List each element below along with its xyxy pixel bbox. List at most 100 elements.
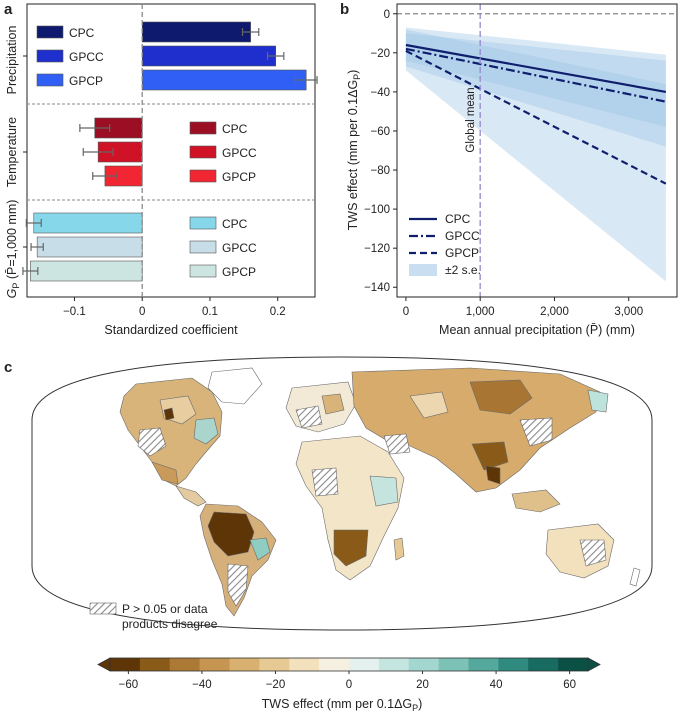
- panel-a-xtick-label: 0.2: [270, 306, 286, 318]
- legend-label: CPC: [222, 217, 248, 231]
- legend-swatch-2-1: [189, 240, 217, 254]
- legend-band-swatch: [409, 264, 437, 276]
- colorbar-cell: [378, 658, 410, 671]
- panel-a-label: a: [4, 1, 13, 18]
- bar-0-gpcc: [141, 45, 276, 67]
- panel-b-xtick-label: 1,000: [466, 306, 495, 318]
- ylabel-close: ): [346, 70, 360, 74]
- colorbar-label-close: ): [418, 697, 422, 711]
- legend-label-cpc: CPC: [445, 212, 471, 226]
- east-europe-region: [321, 393, 345, 415]
- legend-swatch-2-2: [189, 264, 217, 278]
- panel-b-xlabel: Mean annual precipitation (P̄) (mm): [439, 323, 635, 337]
- legend-label-gpcp: GPCP: [445, 246, 479, 260]
- panel-a-xtick-label: 0.1: [202, 306, 218, 318]
- panel-b-chart: Global mean 0 1,000 2,000 3,000 0 −20 −40 −60 −8…: [346, 3, 678, 337]
- gp-prefix: G: [5, 288, 19, 298]
- legend-label: GPCC: [69, 50, 104, 64]
- colorbar-cell: [468, 658, 499, 671]
- madagascar-region: [393, 537, 405, 561]
- panel-b-ytick-label: −60: [370, 126, 390, 138]
- hatch-legend-line2: products disagree: [122, 617, 218, 631]
- map-land: [119, 367, 641, 617]
- band-cpc: [405, 27, 666, 128]
- colorbar-cell: [528, 658, 559, 671]
- bar-0-cpc: [141, 21, 251, 43]
- north-america-region: [119, 377, 223, 487]
- sa-south-hatched: [227, 563, 249, 607]
- india-dark-region: [485, 465, 501, 485]
- legend-swatch-2-0: [189, 216, 217, 230]
- panel-b-ytick-label: −100: [364, 204, 390, 216]
- australia-hatched: [579, 539, 607, 567]
- amazon-region: [207, 511, 255, 557]
- northeast-na-region: [193, 417, 219, 445]
- southern-africa-region: [333, 529, 369, 567]
- ylabel-main: TWS effect (mm per 0.1ΔG: [346, 80, 360, 231]
- hatch-legend-swatch: [89, 602, 117, 615]
- legend-label: GPCP: [69, 74, 103, 88]
- gp-suffix: (P̄=1,000 mm): [5, 200, 19, 283]
- panel-b-ytick-label: −80: [370, 165, 390, 177]
- panel-b-xtick-label: 2,000: [540, 306, 569, 318]
- bar-2-cpc: [33, 212, 143, 234]
- colorbar-min-arrow: [97, 657, 111, 672]
- far-east-region: [587, 389, 609, 413]
- legend-label: GPCC: [222, 146, 257, 160]
- colorbar-max-arrow: [587, 657, 601, 672]
- colorbar-cell: [438, 658, 469, 671]
- bar-2-gpcp: [30, 260, 143, 282]
- colorbar-cell: [169, 658, 200, 671]
- legend-swatch-0-1: [36, 49, 64, 63]
- line-gpcp: [405, 49, 667, 185]
- panel-a-chart: CPC GPCC GPCP CPC GPCC GPCP CPC GPCC GPCP −0.1 0 0…: [5, 3, 318, 337]
- panel-c-label: c: [4, 359, 12, 376]
- gp-sub: P: [11, 283, 21, 289]
- band-gpcp: [405, 29, 666, 282]
- colorbar-tick-label: −20: [266, 679, 286, 691]
- legend-label: GPCP: [222, 170, 256, 184]
- panel-b-ytick-label: −40: [370, 87, 390, 99]
- panel-a-frame: [26, 3, 316, 298]
- central-asia-region: [469, 379, 533, 415]
- na-hatched-region: [137, 427, 167, 457]
- colorbar-cell: [139, 658, 171, 671]
- legend-swatch-1-0: [189, 121, 217, 135]
- greenland-region: [207, 367, 263, 405]
- panel-b-ytick-label: −120: [364, 243, 390, 255]
- west-africa-hatched: [311, 467, 339, 497]
- central-america-region: [175, 485, 207, 507]
- colorbar-cell: [229, 658, 260, 671]
- legend-band-label: ±2 s.e.: [445, 263, 481, 277]
- colorbar-tick-label: −40: [192, 679, 212, 691]
- colorbar-cell: [558, 658, 589, 671]
- panel-a-xtick-label: −0.1: [63, 306, 86, 318]
- panel-a-xlabel: Standardized coefficient: [104, 323, 238, 337]
- colorbar-label-main: TWS effect (mm per 0.1ΔG: [262, 697, 413, 711]
- colorbar-tick-label: 40: [490, 679, 503, 691]
- panel-b-ytick-label: −20: [370, 48, 390, 60]
- legend-label: GPCC: [222, 241, 257, 255]
- south-asia-region: [471, 441, 509, 471]
- panel-a-xtick-label: 0: [139, 306, 145, 318]
- legend-label-gpcc: GPCC: [445, 229, 480, 243]
- colorbar-cell: [289, 658, 320, 671]
- sa-east-teal-region: [249, 537, 271, 561]
- panel-b-frame: [396, 3, 678, 298]
- bar-2-gpcc: [36, 236, 143, 258]
- west-siberia-region: [409, 391, 449, 419]
- europe-hatched: [295, 405, 323, 429]
- colorbar-tick-label: 20: [416, 679, 429, 691]
- colorbar-cell: [259, 658, 290, 671]
- colorbar-cell: [319, 658, 350, 671]
- legend-label: CPC: [222, 122, 248, 136]
- legend-label: GPCP: [222, 265, 256, 279]
- australia-region: [545, 523, 615, 579]
- new-zealand-region: [629, 567, 641, 587]
- middle-east-hatched: [383, 433, 411, 455]
- legend-swatch-1-2: [189, 169, 217, 183]
- colorbar-cell: [349, 658, 380, 671]
- mexico-region: [151, 461, 179, 485]
- colorbar-cell: [199, 658, 230, 671]
